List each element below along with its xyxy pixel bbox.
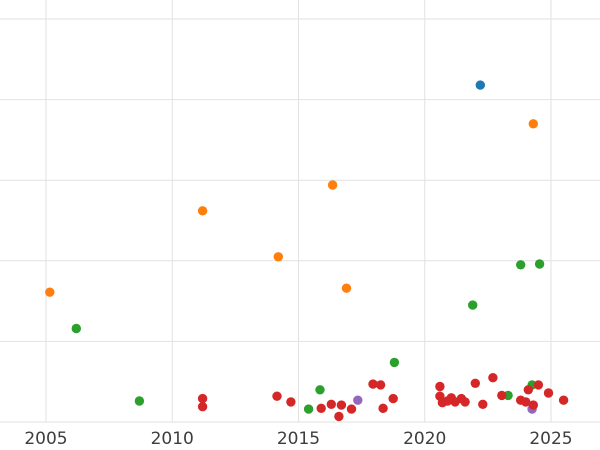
scatter-point-blue: [475, 80, 485, 90]
scatter-point-red: [316, 403, 326, 413]
scatter-point-green: [303, 404, 314, 414]
scatter-point-orange: [45, 287, 55, 297]
scatter-point-green: [71, 323, 82, 334]
scatter-point-orange: [273, 252, 283, 262]
scatter-point-red: [528, 400, 538, 410]
scatter-point-green: [389, 357, 400, 368]
scatter-point-red: [470, 378, 480, 388]
scatter-point-green: [134, 396, 145, 406]
scatter-point-red: [435, 381, 445, 392]
scatter-point-green: [516, 260, 526, 270]
scatter-point-red: [497, 390, 507, 401]
scatter-point-red: [543, 388, 554, 398]
scatter-point-red: [460, 397, 470, 407]
scatter-point-red: [378, 403, 388, 413]
scatter-point-red: [488, 373, 498, 383]
scatter-point-purple: [353, 395, 363, 405]
scatter-point-red: [521, 397, 531, 407]
x-tick-label: 2010: [151, 429, 194, 449]
scatter-point-orange: [528, 119, 538, 129]
scatter-point-red: [533, 380, 544, 390]
scatter-point-red: [346, 404, 357, 414]
scatter-point-green: [468, 300, 478, 310]
scatter-point-red: [388, 393, 398, 404]
scatter-point-red: [286, 397, 296, 407]
scatter-point-red: [375, 380, 386, 390]
scatter-point-orange: [197, 206, 208, 216]
scatter-point-green: [534, 259, 545, 269]
scatter-point-orange: [327, 180, 338, 190]
scatter-point-red: [334, 411, 344, 422]
scatter-point-red: [478, 399, 488, 409]
scatter-point-red: [336, 400, 347, 410]
scatter-point-green: [315, 385, 325, 395]
x-tick-label: 2025: [529, 429, 572, 449]
scatter-point-red: [326, 399, 336, 409]
x-tick-label: 2020: [403, 429, 446, 449]
scatter-point-red: [368, 379, 378, 389]
x-tick-label: 2015: [277, 429, 320, 449]
scatter-point-red: [558, 395, 569, 405]
scatter-point-red: [523, 385, 533, 395]
x-tick-label: 2005: [24, 429, 67, 449]
scatter-point-red: [197, 402, 208, 412]
scatter-point-orange: [341, 283, 352, 293]
scatter-point-red: [272, 391, 282, 401]
scatter-point-red: [197, 393, 208, 404]
